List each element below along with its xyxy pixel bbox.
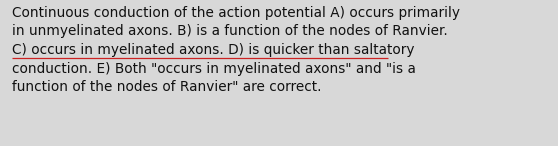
Text: Continuous conduction of the action potential A) occurs primarily
in unmyelinate: Continuous conduction of the action pote… [12,6,460,94]
